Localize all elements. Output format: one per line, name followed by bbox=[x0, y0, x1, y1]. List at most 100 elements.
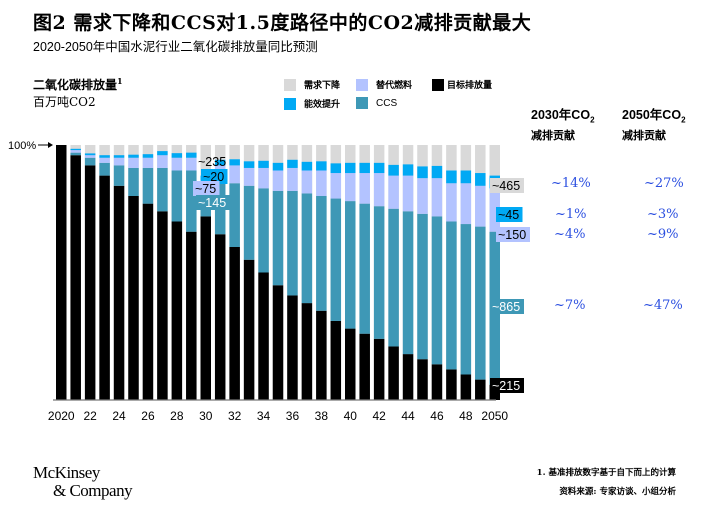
bar-alt-fuel-2050 bbox=[489, 188, 500, 232]
bar-ccs-2039 bbox=[330, 198, 342, 321]
subscript: 2 bbox=[681, 115, 686, 125]
bar-ccs-2043 bbox=[388, 208, 399, 347]
pct-2030-alt-fuel: ~4% bbox=[554, 227, 586, 242]
pct-2050-ccs: ~47% bbox=[643, 298, 683, 313]
legend-item-demand: 需求下降 bbox=[284, 78, 340, 91]
bar-alt-fuel-2024 bbox=[113, 157, 125, 166]
x-tick-label: 24 bbox=[112, 409, 126, 423]
x-tick-label: 32 bbox=[228, 409, 242, 423]
bar-efficiency-2037 bbox=[301, 161, 313, 171]
bar-efficiency-2023 bbox=[99, 155, 110, 158]
bar-ccs-2029 bbox=[186, 170, 197, 232]
bar-target-2027 bbox=[157, 211, 168, 400]
legend-swatch bbox=[284, 78, 296, 91]
bar-alt-fuel-2043 bbox=[388, 175, 399, 209]
bar-ccs-2028 bbox=[171, 170, 183, 222]
legend-swatch bbox=[356, 97, 368, 109]
legend-swatch bbox=[356, 78, 368, 91]
x-tick-label: 22 bbox=[83, 409, 97, 423]
legend-label: 需求下降 bbox=[304, 81, 341, 91]
footnote: 1. 基准排放数字基于自下而上的计算 bbox=[536, 468, 676, 478]
data-label-text: ~150 bbox=[498, 228, 526, 242]
data-label-text: ~145 bbox=[198, 196, 226, 210]
bar-target-2037 bbox=[301, 303, 313, 400]
bar-alt-fuel-2040 bbox=[345, 173, 356, 202]
bar-ccs-2034 bbox=[258, 188, 269, 273]
bar-ccs-2042 bbox=[373, 206, 385, 339]
bar-efficiency-2042 bbox=[373, 162, 385, 174]
bar-alt-fuel-2026 bbox=[142, 157, 154, 168]
bar-target-2025 bbox=[128, 196, 139, 400]
data-label-bg bbox=[490, 178, 524, 193]
legend-label: 能效提升 bbox=[304, 100, 341, 110]
data-label-2050: ~465 bbox=[490, 178, 524, 193]
legend-swatch bbox=[284, 97, 296, 110]
legend-label: 替代燃料 bbox=[376, 81, 413, 91]
y-axis-unit: 百万吨CO2 bbox=[33, 95, 96, 109]
bar-ccs-2045 bbox=[417, 213, 428, 360]
bar-alt-fuel-2027 bbox=[157, 155, 168, 168]
bar-ccs-2049 bbox=[475, 226, 486, 380]
data-label-2030: ~145 bbox=[196, 195, 230, 210]
bar-alt-fuel-2028 bbox=[171, 157, 183, 171]
bar-alt-fuel-2025 bbox=[128, 157, 139, 168]
bar-efficiency-2022 bbox=[84, 153, 96, 156]
bar-efficiency-2029 bbox=[186, 152, 197, 158]
bar-ccs-2027 bbox=[157, 167, 168, 212]
data-label-bg bbox=[496, 207, 523, 222]
mckinsey-logo: McKinsey & Company bbox=[33, 464, 133, 500]
data-label-bg bbox=[490, 378, 524, 393]
bar-ccs-2036 bbox=[287, 190, 298, 296]
bar-ccs-2025 bbox=[128, 167, 139, 196]
bar-ccs-2044 bbox=[402, 211, 414, 355]
bar-efficiency-2034 bbox=[258, 160, 269, 168]
footnote-marker: 1 bbox=[117, 76, 123, 86]
pct-2030-ccs: ~7% bbox=[554, 298, 586, 313]
legend-label: 目标排放量 bbox=[447, 81, 493, 91]
pct-2050-alt-fuel: ~9% bbox=[647, 227, 679, 242]
legend-item-efficiency: 能效提升 bbox=[284, 97, 340, 110]
bar-ccs-2033 bbox=[243, 185, 255, 260]
bar-target-2049 bbox=[475, 379, 486, 400]
data-label-2050: ~865 bbox=[490, 299, 524, 314]
x-tick-label: 44 bbox=[401, 409, 415, 423]
bar-target-2033 bbox=[243, 259, 255, 400]
bar-target-2047 bbox=[446, 369, 457, 400]
bar-alt-fuel-2049 bbox=[475, 185, 486, 227]
data-label-2050: ~45 bbox=[496, 207, 523, 222]
source-note: 资料来源: 专家访谈、小组分析 bbox=[559, 487, 676, 497]
bar-target-2040 bbox=[345, 328, 356, 400]
bar-target-2044 bbox=[402, 354, 414, 400]
bar-alt-fuel-2022 bbox=[84, 155, 96, 158]
bar-ccs-2046 bbox=[431, 216, 443, 365]
bar-ccs-2038 bbox=[316, 196, 327, 311]
col-header-2050-text: 2050年CO bbox=[622, 108, 682, 122]
x-tick-label: 28 bbox=[170, 409, 184, 423]
legend-label: CCS bbox=[376, 97, 398, 109]
bar-efficiency-2025 bbox=[128, 154, 139, 158]
col-header-2030: 2030年CO2 减排贡献 bbox=[531, 108, 595, 143]
bar-efficiency-2049 bbox=[475, 173, 486, 186]
data-label-text: ~215 bbox=[492, 379, 520, 393]
bar-target-2021 bbox=[70, 155, 81, 400]
bar-alt-fuel-2039 bbox=[330, 173, 342, 199]
bar-efficiency-2038 bbox=[316, 161, 327, 171]
x-tick-label: 46 bbox=[430, 409, 444, 423]
bar-target-2026 bbox=[142, 203, 154, 400]
x-tick-label: 48 bbox=[459, 409, 473, 423]
bar-efficiency-2046 bbox=[431, 165, 443, 179]
bar-target-2036 bbox=[287, 295, 298, 400]
bar-efficiency-2040 bbox=[345, 162, 356, 174]
data-label-bg bbox=[193, 181, 220, 196]
x-tick-label: 38 bbox=[315, 409, 329, 423]
col-header-2030-sub: 减排贡献 bbox=[531, 128, 575, 142]
bar-target-2029 bbox=[186, 231, 197, 400]
bar-ccs-2041 bbox=[359, 203, 370, 334]
legend-swatch bbox=[432, 78, 444, 91]
bar-efficiency-2031 bbox=[214, 159, 226, 166]
bar-efficiency-2044 bbox=[402, 164, 414, 176]
y-axis-title: 二氧化碳排放量1 bbox=[33, 76, 123, 93]
pct-2030-efficiency: ~1% bbox=[555, 207, 587, 222]
bar-alt-fuel-2045 bbox=[417, 178, 428, 214]
bar-efficiency-2043 bbox=[388, 164, 399, 176]
